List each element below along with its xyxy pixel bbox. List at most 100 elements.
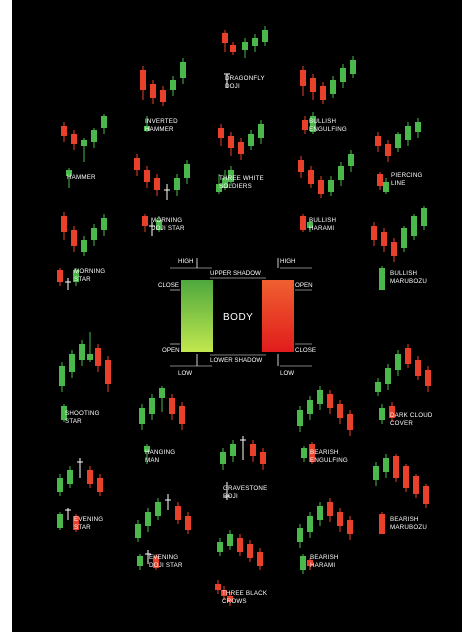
bearish-candle-body bbox=[347, 520, 353, 534]
bearish-candle-body bbox=[150, 84, 156, 98]
bullish-candle-body bbox=[59, 366, 65, 386]
label-dark-cloud-cover: DARK CLOUD COVER bbox=[390, 412, 433, 427]
label-inverted-hammer: INVERTED HAMMER bbox=[145, 118, 178, 133]
bullish-candle-body bbox=[170, 80, 176, 90]
bearish-candle-body bbox=[228, 136, 234, 148]
label-evening-star: EVENING STAR bbox=[74, 516, 104, 531]
bullish-candle-body bbox=[79, 344, 85, 360]
label-morning-star: MORNING STAR bbox=[74, 268, 106, 283]
bearish-candle-body bbox=[61, 126, 67, 136]
bearish-candle-body bbox=[337, 404, 343, 418]
bearish-candle-body bbox=[300, 216, 306, 230]
pattern-evening-doji-star-candles bbox=[135, 494, 191, 570]
bearish-candle-body bbox=[218, 128, 224, 138]
bullish-candle-body bbox=[81, 240, 87, 252]
bullish-candle-body bbox=[144, 446, 150, 452]
bullish-candle-body bbox=[145, 512, 151, 526]
pattern-morning-doji-star-candles bbox=[134, 154, 190, 236]
bullish-candle-body bbox=[383, 458, 389, 472]
body-label: BODY bbox=[223, 312, 254, 323]
bullish-candle-body bbox=[216, 184, 222, 192]
bearish-candle-body bbox=[73, 516, 79, 530]
bullish-candle-body bbox=[242, 42, 248, 50]
pattern-inverted-hammer-candles bbox=[140, 58, 186, 132]
bullish-candle-body bbox=[174, 178, 180, 190]
bullish-candle-body bbox=[101, 116, 107, 128]
bullish-candle-body bbox=[348, 154, 354, 166]
bullish-candle-body bbox=[69, 354, 75, 372]
pattern-bullish-engulfing-candles bbox=[300, 56, 356, 134]
bullish-candle-body bbox=[184, 164, 190, 178]
label-piercing-line: PIERCING LINE bbox=[391, 172, 423, 187]
bullish-candle-body bbox=[252, 38, 258, 46]
bullish-candle-body bbox=[340, 68, 346, 82]
bullish-candle-body bbox=[61, 406, 67, 420]
bearish-candle-body bbox=[260, 452, 266, 464]
bearish-candle-body bbox=[222, 33, 228, 43]
pattern-bearish-harami-candles bbox=[297, 498, 353, 574]
bearish-candle-body bbox=[227, 596, 233, 602]
bearish-candle-body bbox=[318, 180, 324, 194]
bullish-candle-body bbox=[301, 448, 307, 458]
pattern-hammer-candles bbox=[61, 114, 107, 188]
bullish-candle-body bbox=[144, 126, 150, 131]
bullish-candle-body bbox=[87, 354, 93, 360]
candle-anatomy-diagram bbox=[170, 258, 312, 367]
candlestick-poster: HIGH HIGH UPPER SHADOW CLOSE OPEN BODY O… bbox=[12, 0, 462, 632]
bullish-candle-body bbox=[379, 268, 385, 290]
bullish-candle-body bbox=[91, 130, 97, 142]
bearish-candle-body bbox=[298, 160, 304, 172]
bearish-candle-body bbox=[247, 544, 253, 558]
label-bearish-engulfing: BEARISH ENGULFING bbox=[310, 449, 348, 464]
bearish-candle-body bbox=[375, 136, 381, 146]
bullish-candle-body bbox=[405, 126, 411, 140]
bullish-candle-body bbox=[135, 524, 141, 538]
pattern-three-black-crows-candles bbox=[215, 530, 263, 606]
pattern-dragonfly-doji-candles bbox=[222, 26, 268, 88]
bearish-candle-body bbox=[134, 158, 140, 170]
bullish-candle-body bbox=[91, 228, 97, 240]
label-bullish-engulfing: BULLISH ENGULFING bbox=[309, 118, 347, 133]
pattern-evening-star-candles bbox=[57, 458, 103, 532]
bullish-candle-body bbox=[338, 166, 344, 180]
label-shooting-star: SHOOTING STAR bbox=[65, 410, 100, 425]
bearish-candle-body bbox=[308, 170, 314, 184]
bullish-candle-body bbox=[373, 466, 379, 480]
bearish-candle-body bbox=[393, 456, 399, 478]
bullish-candle-body bbox=[395, 354, 401, 370]
bearish-candle-body bbox=[71, 230, 77, 246]
bullish-candle-body bbox=[248, 134, 254, 146]
bearish-candle-body bbox=[61, 216, 67, 232]
open-label-right: OPEN bbox=[295, 282, 313, 289]
bullish-candle-body bbox=[307, 400, 313, 414]
bullish-candle-body bbox=[317, 390, 323, 404]
candlestick-artwork bbox=[57, 26, 431, 606]
bearish-candle-body bbox=[238, 142, 244, 154]
bullish-candle-body bbox=[57, 514, 63, 528]
pattern-hanging-man-candles bbox=[139, 386, 185, 464]
label-three-white-soldiers: THREE WHITE SOLDIERS bbox=[219, 175, 264, 190]
bearish-candle-body bbox=[87, 470, 93, 484]
bullish-candle-body bbox=[317, 506, 323, 520]
bearish-candle-body bbox=[309, 444, 315, 462]
bullish-candle-body bbox=[67, 470, 73, 484]
bullish-candle-body bbox=[149, 398, 155, 414]
bearish-candle-body bbox=[302, 120, 308, 130]
bullish-body-illustration bbox=[181, 280, 213, 352]
bearish-candle-body bbox=[425, 370, 431, 386]
bullish-candle-body bbox=[137, 556, 143, 566]
bearish-candle-body bbox=[307, 560, 313, 566]
pattern-three-white-soldiers-candles bbox=[216, 120, 264, 194]
bearish-candle-body bbox=[413, 476, 419, 494]
bearish-candle-body bbox=[310, 78, 316, 92]
bearish-candle-body bbox=[347, 414, 353, 430]
close-label-right: CLOSE bbox=[295, 347, 316, 354]
bullish-candle-body bbox=[421, 208, 427, 226]
bullish-candle-body bbox=[297, 410, 303, 426]
label-bullish-harami: BULLISH HARAMI bbox=[309, 217, 337, 232]
bearish-candle-body bbox=[215, 584, 221, 590]
pattern-shooting-star-candles bbox=[59, 332, 111, 422]
label-morning-doji-star: MORNING DOJI STAR bbox=[151, 217, 185, 232]
label-hammer: HAMMER bbox=[67, 174, 96, 181]
bullish-candle-body bbox=[230, 444, 236, 456]
